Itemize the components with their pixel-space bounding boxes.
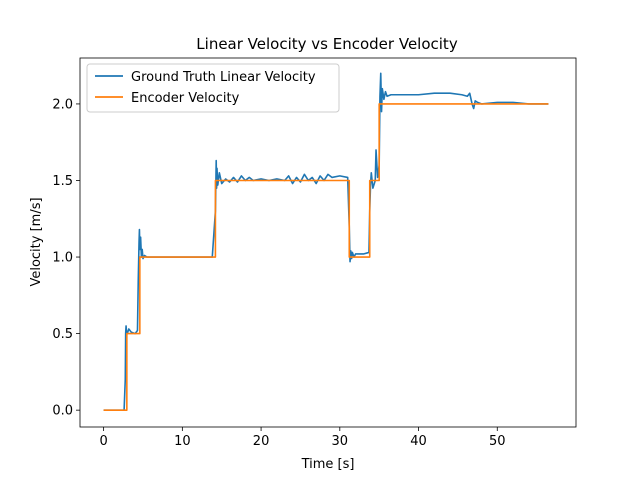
legend-box (86, 63, 340, 113)
y-axis-label: Velocity [m/s] (29, 197, 44, 286)
plot-frame (79, 57, 577, 428)
y-axis-ticks: 0.0 0.5 1.0 1.5 2.0 (52, 97, 80, 419)
chart-title: Linear Velocity vs Encoder Velocity (196, 35, 458, 53)
x-tick-label: 30 (332, 434, 349, 449)
y-tick-label: 2.0 (52, 97, 73, 112)
y-tick-label: 1.5 (52, 174, 73, 189)
legend-label-encoder: Encoder Velocity (131, 91, 240, 106)
x-tick-label: 20 (253, 434, 270, 449)
x-axis-label: Time [s] (301, 457, 355, 472)
y-tick-label: 1.0 (52, 251, 73, 266)
series-line-ground-truth (103, 72, 549, 411)
series-line-encoder (103, 103, 549, 411)
x-tick-label: 10 (174, 434, 191, 449)
plot-area (79, 57, 577, 428)
y-tick-label: 0.5 (52, 327, 73, 342)
y-tick-label: 0.0 (52, 404, 73, 419)
x-tick-label: 40 (410, 434, 427, 449)
x-tick-label: 50 (489, 434, 506, 449)
legend-label-ground-truth: Ground Truth Linear Velocity (131, 70, 316, 85)
legend: Ground Truth Linear Velocity Encoder Vel… (86, 63, 340, 113)
x-axis-ticks: 0 10 20 30 40 50 (99, 427, 506, 449)
series-layer (103, 72, 549, 411)
x-tick-label: 0 (99, 434, 107, 449)
